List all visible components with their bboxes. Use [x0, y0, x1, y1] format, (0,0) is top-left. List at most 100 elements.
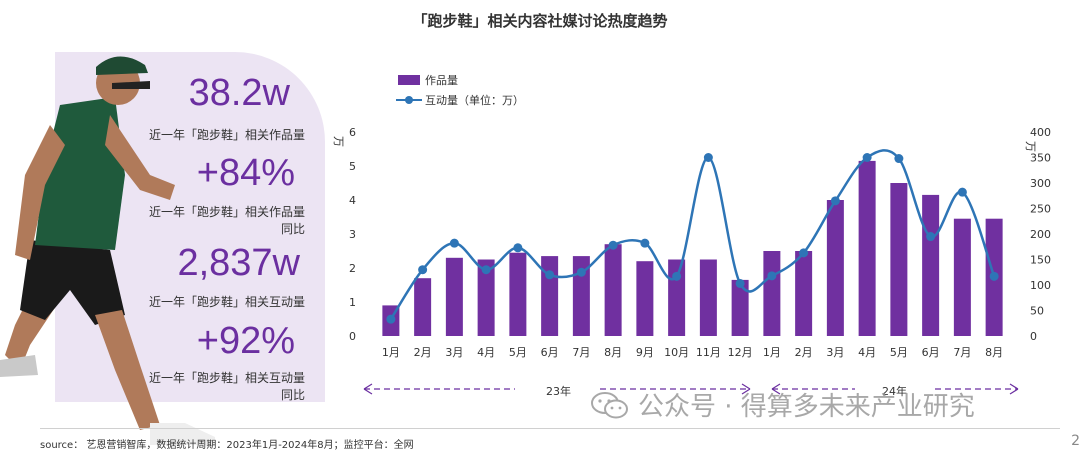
x-tick-label: 8月 — [604, 346, 622, 359]
y-left-tick-label: 6 — [349, 126, 356, 139]
y-left-tick-label: 2 — [349, 262, 356, 275]
footer-divider — [40, 428, 1060, 429]
interaction-point — [862, 153, 872, 162]
interaction-point — [735, 278, 745, 288]
works-bar — [509, 252, 527, 336]
interaction-point — [481, 265, 491, 275]
works-bar — [541, 256, 559, 336]
stat-label-works-yoy-line1: 近一年「跑步鞋」相关作品量 — [148, 205, 305, 219]
x-tick-label: 8月 — [985, 346, 1003, 359]
x-tick-label: 6月 — [922, 346, 940, 359]
works-bar — [953, 218, 971, 336]
range-24-arrow — [771, 383, 1019, 395]
y-right-tick-label: 350 — [1030, 152, 1051, 165]
interaction-point — [989, 271, 999, 281]
x-tick-label: 4月 — [477, 346, 495, 359]
works-bar — [731, 279, 749, 336]
page-number: 2 — [1071, 433, 1080, 449]
works-bar — [668, 259, 686, 336]
stat-label-works: 近一年「跑步鞋」相关作品量 — [148, 128, 305, 142]
runner-illustration — [0, 56, 215, 445]
works-bar — [763, 251, 781, 336]
y-right-tick-label: 250 — [1030, 203, 1051, 216]
interaction-point — [386, 314, 396, 324]
works-bar — [858, 160, 876, 336]
y-left-tick-label: 1 — [349, 296, 356, 309]
y-right-tick-label: 300 — [1030, 177, 1051, 190]
interaction-point — [926, 232, 936, 242]
interaction-point — [513, 243, 523, 253]
y-right-tick-label: 50 — [1030, 305, 1044, 318]
stat-label-works-yoy-line2: 同比 — [280, 222, 305, 236]
x-tick-label: 2月 — [795, 346, 813, 359]
x-tick-label: 1月 — [382, 346, 400, 359]
y-left-tick-label: 0 — [349, 330, 356, 343]
range-23-arrow — [363, 383, 751, 395]
wechat-icon — [591, 391, 628, 418]
interaction-point — [672, 271, 682, 281]
interaction-point — [767, 271, 777, 281]
interaction-line — [389, 149, 996, 320]
watermark: 公众号 · 得算多未来产业研究 — [590, 386, 975, 423]
stat-label-interactions-yoy: 近一年「跑步鞋」相关互动量 同比 — [100, 370, 305, 404]
x-tick-label: 5月 — [509, 346, 527, 359]
x-tick-label: 3月 — [826, 346, 844, 359]
interaction-point — [799, 248, 809, 258]
y-left-tick-label: 3 — [349, 228, 356, 241]
x-tick-label: 2月 — [414, 346, 432, 359]
works-bar — [604, 244, 622, 336]
y-right-tick-label: 200 — [1030, 228, 1051, 241]
x-tick-label: 3月 — [445, 346, 463, 359]
year-label-24: 24年 — [882, 385, 907, 398]
chart-title: 「跑步鞋」相关内容社媒讨论热度趋势 — [412, 12, 668, 30]
x-tick-label: 5月 — [890, 346, 908, 359]
stat-value-works-yoy: +84% — [196, 152, 295, 194]
y-right-tick-label: 150 — [1030, 254, 1051, 267]
works-bar — [445, 257, 463, 336]
works-bar — [890, 183, 908, 336]
stat-value-interactions: 2,837w — [177, 242, 300, 284]
y-axis-left-unit: 万 — [332, 136, 345, 147]
y-right-tick-label: 400 — [1030, 126, 1051, 139]
legend-bar-label: 作品量 — [425, 74, 458, 87]
y-left-tick-label: 5 — [349, 160, 356, 173]
source-note: source： 艺恩营销智库，数据统计周期：2023年1月-2024年8月；监控… — [40, 440, 414, 451]
legend-line-marker — [405, 96, 413, 104]
legend-bar-swatch — [398, 75, 420, 85]
x-tick-label: 4月 — [858, 346, 876, 359]
works-bar — [636, 261, 654, 336]
interaction-point — [640, 238, 650, 248]
stat-label-interactions: 近一年「跑步鞋」相关互动量 — [148, 295, 305, 309]
works-bar — [572, 256, 590, 336]
stat-value-interactions-yoy: +92% — [196, 320, 295, 362]
x-tick-label: 7月 — [953, 346, 971, 359]
x-tick-label: 10月 — [664, 346, 689, 359]
interaction-point — [449, 238, 459, 248]
x-tick-label: 12月 — [728, 346, 753, 359]
year-label-23: 23年 — [546, 385, 571, 398]
watermark-text: 公众号 · 得算多未来产业研究 — [638, 392, 975, 422]
x-tick-label: 9月 — [636, 346, 654, 359]
interaction-point — [703, 153, 713, 162]
stat-label-works-yoy: 近一年「跑步鞋」相关作品量 同比 — [100, 204, 305, 238]
y-right-tick-label: 100 — [1030, 279, 1051, 292]
x-tick-label: 11月 — [696, 346, 721, 359]
interaction-point — [830, 196, 840, 206]
stat-label-interactions-yoy-line2: 同比 — [280, 388, 305, 402]
x-tick-label: 7月 — [572, 346, 590, 359]
stat-value-works: 38.2w — [188, 72, 290, 114]
works-bar — [477, 259, 495, 336]
interaction-point — [608, 240, 618, 250]
legend-line-label: 互动量（单位：万） — [425, 93, 524, 107]
interaction-point — [576, 267, 586, 277]
interaction-point — [545, 270, 555, 280]
interaction-point — [957, 187, 967, 197]
year-range-indicators — [363, 383, 1019, 395]
x-tick-label: 1月 — [763, 346, 781, 359]
works-bar — [795, 251, 813, 336]
interaction-point — [894, 154, 904, 164]
works-bar — [922, 194, 940, 336]
x-tick-label: 6月 — [541, 346, 559, 359]
interaction-point — [418, 265, 428, 275]
y-axis-right-unit: 万 — [1024, 141, 1037, 152]
